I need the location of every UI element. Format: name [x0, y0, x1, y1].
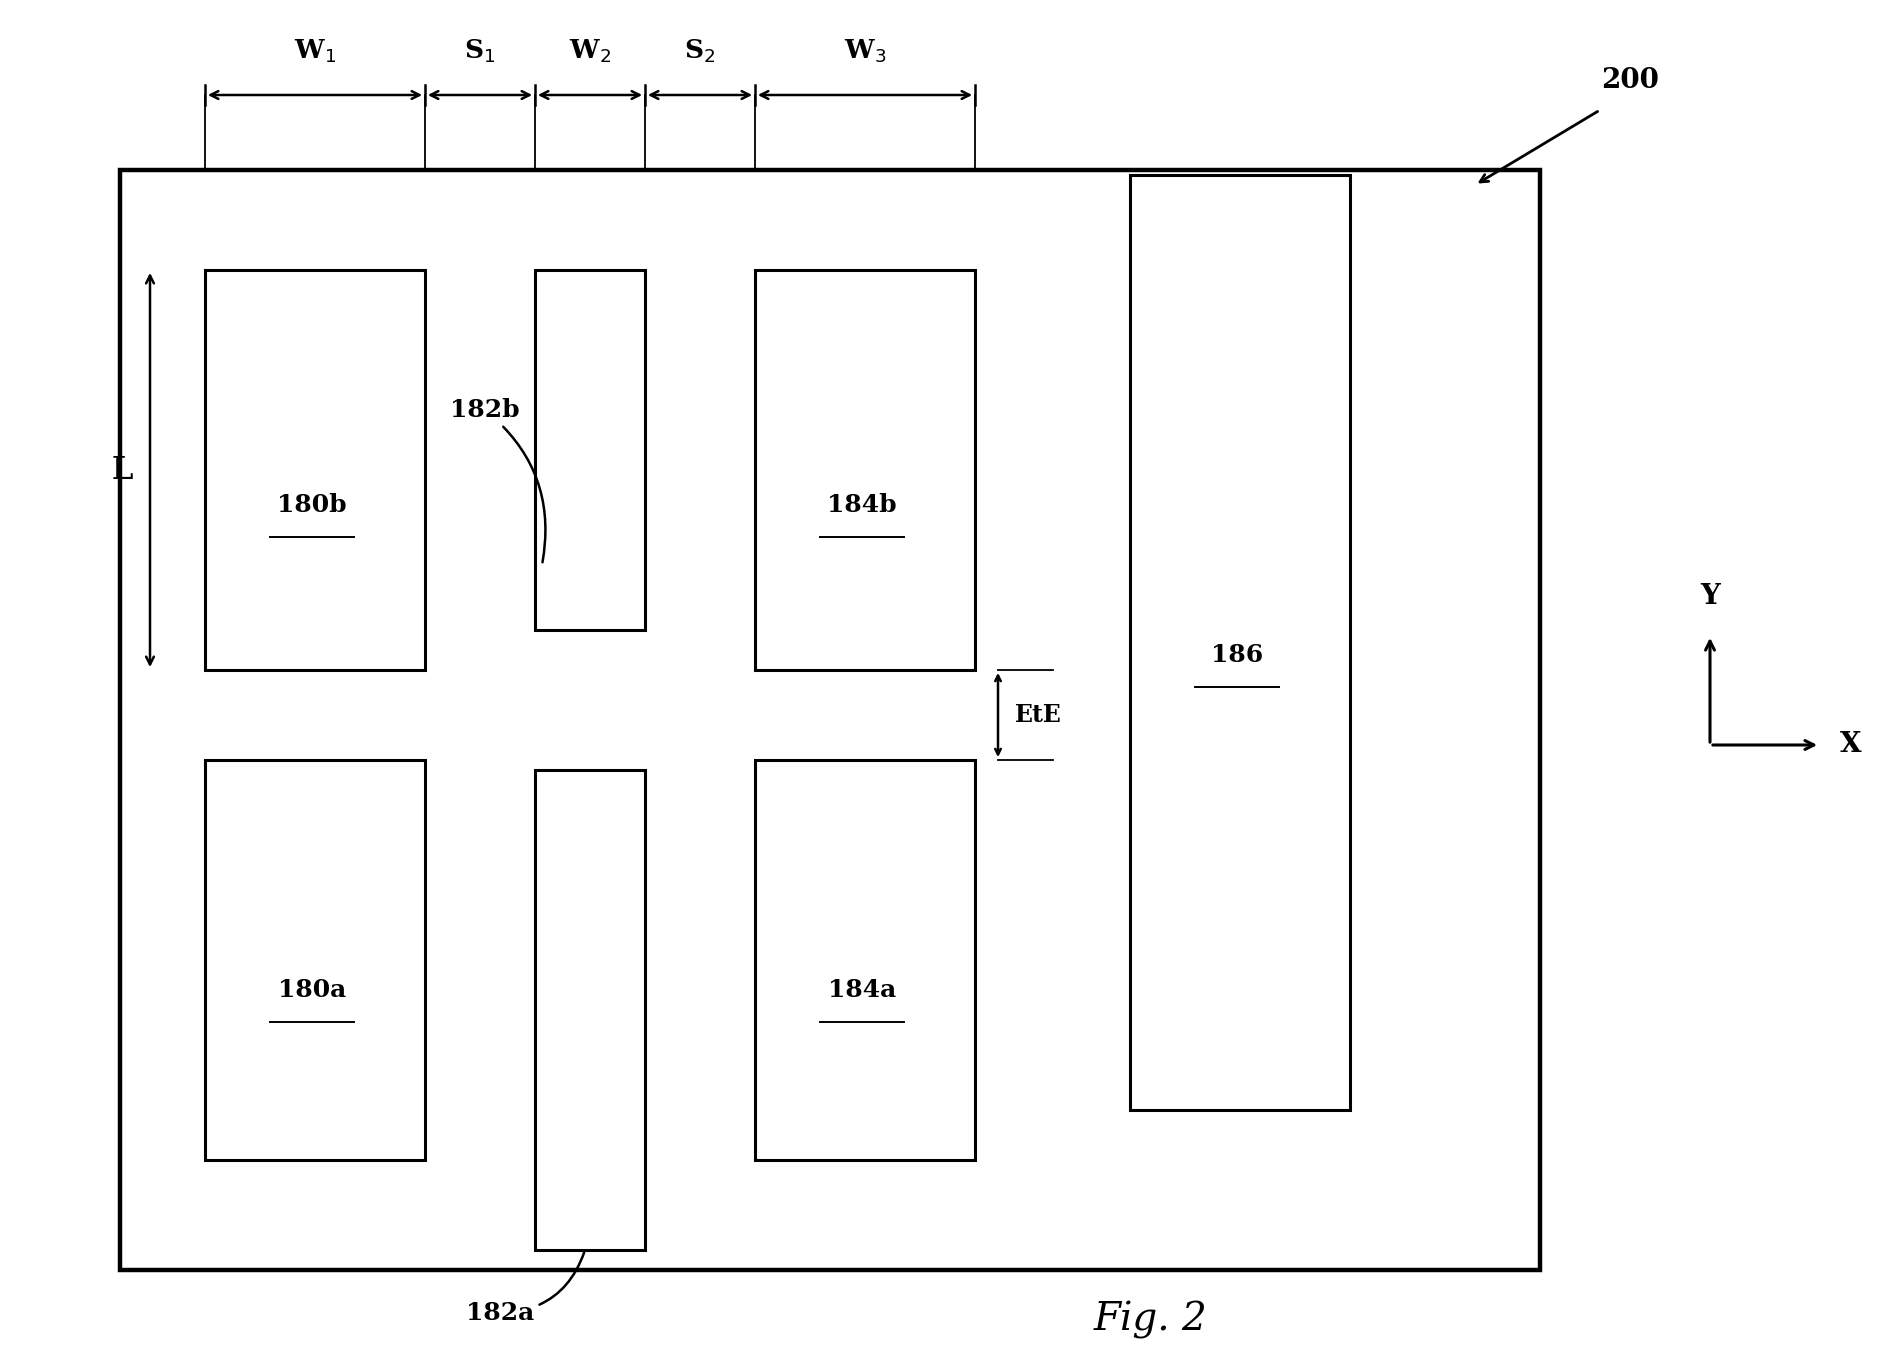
Text: 186: 186	[1211, 643, 1262, 667]
Text: W$_3$: W$_3$	[844, 37, 886, 66]
Text: Y: Y	[1699, 583, 1720, 610]
Bar	[1129, 175, 1350, 1110]
Text: L: L	[112, 455, 133, 486]
Bar	[534, 270, 644, 631]
Text: W$_1$: W$_1$	[295, 37, 336, 66]
Text: Fig. 2: Fig. 2	[1093, 1301, 1207, 1339]
Bar	[205, 270, 426, 670]
Text: 182b: 182b	[451, 399, 546, 562]
Text: S$_2$: S$_2$	[684, 37, 715, 66]
Bar	[534, 770, 644, 1250]
Bar	[755, 760, 975, 1160]
Text: 200: 200	[1601, 67, 1660, 93]
Text: 184a: 184a	[827, 977, 895, 1002]
Text: EtE: EtE	[1015, 703, 1063, 728]
Text: 182a: 182a	[466, 1253, 584, 1325]
Text: 180b: 180b	[278, 493, 346, 517]
Bar	[120, 171, 1540, 1269]
Text: 180a: 180a	[278, 977, 346, 1002]
Bar	[205, 760, 426, 1160]
Text: X: X	[1840, 732, 1861, 759]
Text: 184b: 184b	[827, 493, 897, 517]
Text: S$_1$: S$_1$	[464, 37, 496, 66]
Text: W$_2$: W$_2$	[568, 37, 610, 66]
Bar	[755, 270, 975, 670]
